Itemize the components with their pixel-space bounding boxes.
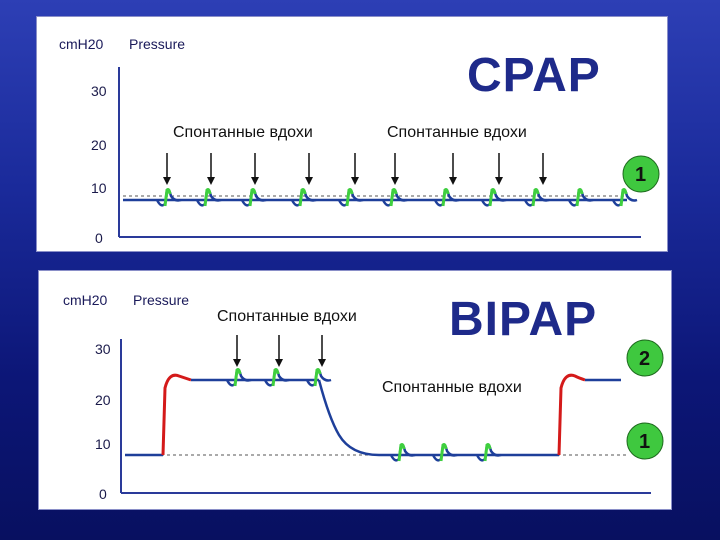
cpap-breath-9-mark: [531, 188, 540, 207]
cpap-arrow-7-head: [449, 177, 457, 185]
bipap-tick-20: 20: [95, 392, 111, 408]
bipap-badge-1: 1: [626, 422, 664, 460]
cpap-tick-20: 20: [91, 137, 107, 153]
cpap-breath-11-mark: [619, 188, 628, 207]
cpap-breath-4-mark: [298, 188, 307, 207]
bipap-chart: cmH20 Pressure Спонтанные вдохи BIPAP 30…: [63, 292, 664, 502]
bipap-tick-30: 30: [95, 341, 111, 357]
cpap-arrow-9-head: [539, 177, 547, 185]
cpap-breath-6-mark: [389, 188, 398, 207]
bipap-badge-2: 2: [626, 339, 664, 377]
bipap-high-breath-3-mark: [313, 368, 322, 387]
cpap-panel: cmH20 Pressure CPAP 30 20 10 0 Спонтанны…: [36, 16, 668, 252]
bipap-title: BIPAP: [449, 293, 597, 346]
bipap-low-breath-2-mark: [439, 443, 448, 462]
bipap-tick-0: 0: [99, 486, 107, 502]
cpap-chart: cmH20 Pressure CPAP 30 20 10 0 Спонтанны…: [59, 36, 660, 246]
bipap-unit-label: cmH20: [63, 292, 108, 308]
cpap-arrow-8-head: [495, 177, 503, 185]
bipap-high-breath-2-mark: [271, 368, 280, 387]
cpap-annotation-left: Спонтанные вдохи: [173, 124, 313, 141]
cpap-breath-3-mark: [248, 188, 257, 207]
cpap-breath-1-mark: [163, 188, 172, 207]
cpap-breath-2-mark: [203, 188, 212, 207]
bipap-tick-10: 10: [95, 436, 111, 452]
bipap-pressure-label: Pressure: [133, 292, 189, 308]
cpap-pressure-label: Pressure: [129, 36, 185, 52]
cpap-badge-label: 1: [635, 164, 646, 186]
bipap-low-breath-1-mark: [397, 443, 406, 462]
cpap-breath-8-mark: [488, 188, 497, 207]
cpap-arrow-1-head: [163, 177, 171, 185]
cpap-arrow-2-head: [207, 177, 215, 185]
cpap-arrow-6-head: [391, 177, 399, 185]
cpap-arrow-5-head: [351, 177, 359, 185]
cpap-title: CPAP: [467, 49, 601, 102]
cpap-badge-1: 1: [622, 155, 660, 193]
bipap-panel: cmH20 Pressure Спонтанные вдохи BIPAP 30…: [38, 270, 672, 510]
cpap-tick-30: 30: [91, 83, 107, 99]
cpap-tick-10: 10: [91, 180, 107, 196]
cpap-tick-0: 0: [95, 230, 103, 246]
bipap-waveform: [125, 335, 621, 462]
bipap-high-breath-1-mark: [233, 368, 242, 387]
cpap-breath-7-mark: [441, 188, 450, 207]
cpap-unit-label: cmH20: [59, 36, 104, 52]
bipap-arrow-2-head: [275, 359, 283, 367]
cpap-annotation-right: Спонтанные вдохи: [387, 124, 527, 141]
bipap-arrow-1-head: [233, 359, 241, 367]
bipap-annotation-mid: Спонтанные вдохи: [382, 379, 522, 396]
bipap-badge-1-label: 1: [639, 431, 650, 453]
bipap-annotation-top: Спонтанные вдохи: [217, 308, 357, 325]
bipap-rise-1: [161, 373, 192, 456]
cpap-breath-10-mark: [575, 188, 584, 207]
bipap-rise-2: [557, 373, 586, 456]
bipap-badge-2-label: 2: [639, 348, 650, 370]
bipap-arrow-3-head: [318, 359, 326, 367]
cpap-arrow-4-head: [305, 177, 313, 185]
cpap-arrow-3-head: [251, 177, 259, 185]
cpap-waveform: [123, 153, 638, 207]
cpap-breath-5-mark: [345, 188, 354, 207]
bipap-decay: [317, 379, 380, 457]
bipap-low-breath-3-mark: [483, 443, 492, 462]
